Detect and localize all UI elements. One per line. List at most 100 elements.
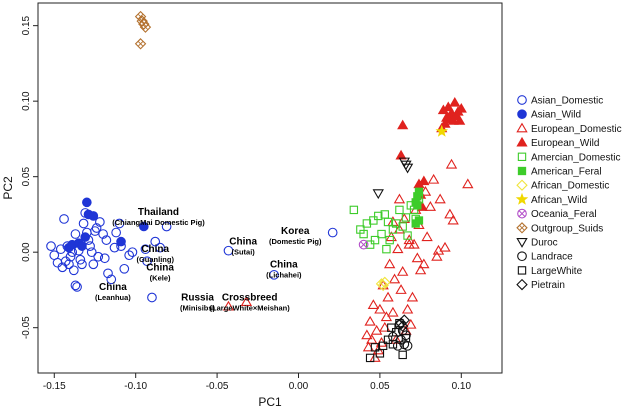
legend-label: European_Domestic xyxy=(531,124,622,135)
series-american-feral xyxy=(411,187,424,228)
data-point xyxy=(454,115,466,125)
data-point xyxy=(391,219,401,228)
data-point xyxy=(388,273,401,284)
data-point xyxy=(370,324,383,335)
data-point xyxy=(398,314,411,326)
data-point xyxy=(411,219,420,228)
data-point xyxy=(91,223,102,233)
data-point xyxy=(101,235,112,245)
y-tick-label: 0.00 xyxy=(21,242,32,262)
data-point xyxy=(424,201,437,211)
legend-marker xyxy=(517,95,527,105)
data-point xyxy=(392,243,404,254)
data-point xyxy=(140,244,151,255)
data-point xyxy=(395,205,404,215)
data-point xyxy=(52,257,63,268)
legend-label: Oceania_Feral xyxy=(531,209,597,220)
data-point xyxy=(349,205,359,215)
series-asian-wild xyxy=(64,197,149,253)
legend-label: African_Wild xyxy=(531,195,587,206)
annotation-label: China xyxy=(146,262,174,273)
annotation-label: Thailand xyxy=(138,207,179,218)
data-point xyxy=(401,303,414,314)
data-point xyxy=(358,239,369,250)
plot-frame xyxy=(37,2,503,374)
legend-marker xyxy=(517,251,527,262)
annotation-label: China xyxy=(99,282,127,293)
annotation: China(Sutai) xyxy=(229,237,257,257)
legend-label: Amercian_Domestic xyxy=(531,152,620,163)
data-point xyxy=(395,149,407,160)
data-point xyxy=(383,217,393,227)
data-point xyxy=(382,291,394,302)
data-point xyxy=(77,241,87,251)
data-point xyxy=(359,229,368,239)
data-point xyxy=(393,193,406,204)
legend-item: Amercian_Domestic xyxy=(517,152,620,163)
legend-item: Asian_Domestic xyxy=(517,95,603,107)
data-point xyxy=(64,259,74,270)
y-tick-label: -0.05 xyxy=(21,316,32,339)
annotation: China(Leanhua) xyxy=(95,282,131,302)
data-point xyxy=(418,175,430,186)
x-tick-label: 0.00 xyxy=(289,381,309,392)
data-point xyxy=(362,219,372,228)
y-tick-label: 0.05 xyxy=(21,167,32,187)
legend-marker xyxy=(516,179,528,191)
annotation-sublabel: (Sutai) xyxy=(231,248,255,257)
data-point xyxy=(395,317,407,329)
data-point xyxy=(119,263,130,274)
data-point xyxy=(432,244,445,255)
data-point xyxy=(68,265,79,276)
data-point xyxy=(398,350,407,360)
legend-label: Duroc xyxy=(531,238,558,249)
data-point xyxy=(222,300,235,311)
data-point xyxy=(377,229,386,239)
data-point xyxy=(367,299,380,310)
data-point xyxy=(65,251,76,262)
legend-item: Landrace xyxy=(517,251,573,263)
data-point xyxy=(147,292,157,303)
data-point xyxy=(421,231,433,242)
series-african-wild xyxy=(435,124,449,137)
annotation: China(Guanling) xyxy=(136,244,174,264)
data-point xyxy=(449,96,461,107)
data-point xyxy=(124,250,135,261)
annotation-sublabel: (Domestic Pig) xyxy=(269,237,322,246)
data-point xyxy=(116,236,126,247)
data-point xyxy=(447,214,459,225)
x-tick-label: -0.15 xyxy=(43,381,66,392)
data-point xyxy=(391,328,401,337)
data-point xyxy=(385,235,394,245)
legend-label: American_Feral xyxy=(531,167,602,178)
annotation-label: Korea xyxy=(281,226,310,237)
data-point xyxy=(387,323,396,332)
series-outgroup-suids xyxy=(134,10,152,50)
y-axis-title: PC2 xyxy=(1,176,15,200)
legend-label: African_Domestic xyxy=(531,181,609,192)
data-point xyxy=(88,259,99,270)
data-point xyxy=(369,216,378,225)
data-point xyxy=(98,229,108,239)
annotation-label: China xyxy=(141,244,169,255)
annotation-sublabel: (Guanling) xyxy=(136,255,174,264)
legend-label: Asian_Wild xyxy=(531,110,581,121)
data-point xyxy=(161,221,172,232)
data-point xyxy=(80,232,91,242)
data-point xyxy=(397,119,409,130)
legend-marker xyxy=(517,152,527,162)
data-point xyxy=(72,282,82,292)
annotation-sublabel: (Minisibs) xyxy=(180,304,216,313)
data-point xyxy=(411,252,424,263)
data-point xyxy=(139,221,149,232)
data-point xyxy=(418,258,430,269)
x-tick-label: -0.05 xyxy=(206,381,229,392)
annotation-label: China xyxy=(270,259,298,270)
annotation: Thailand(ChiangMai Domestic Pig) xyxy=(112,207,205,227)
data-point xyxy=(445,158,458,169)
legend-marker xyxy=(516,122,528,133)
data-point xyxy=(398,157,410,168)
annotation: Korea(Domestic Pig) xyxy=(269,226,322,246)
legend-item: Asian_Wild xyxy=(517,109,581,121)
annotation-label: China xyxy=(229,237,257,248)
